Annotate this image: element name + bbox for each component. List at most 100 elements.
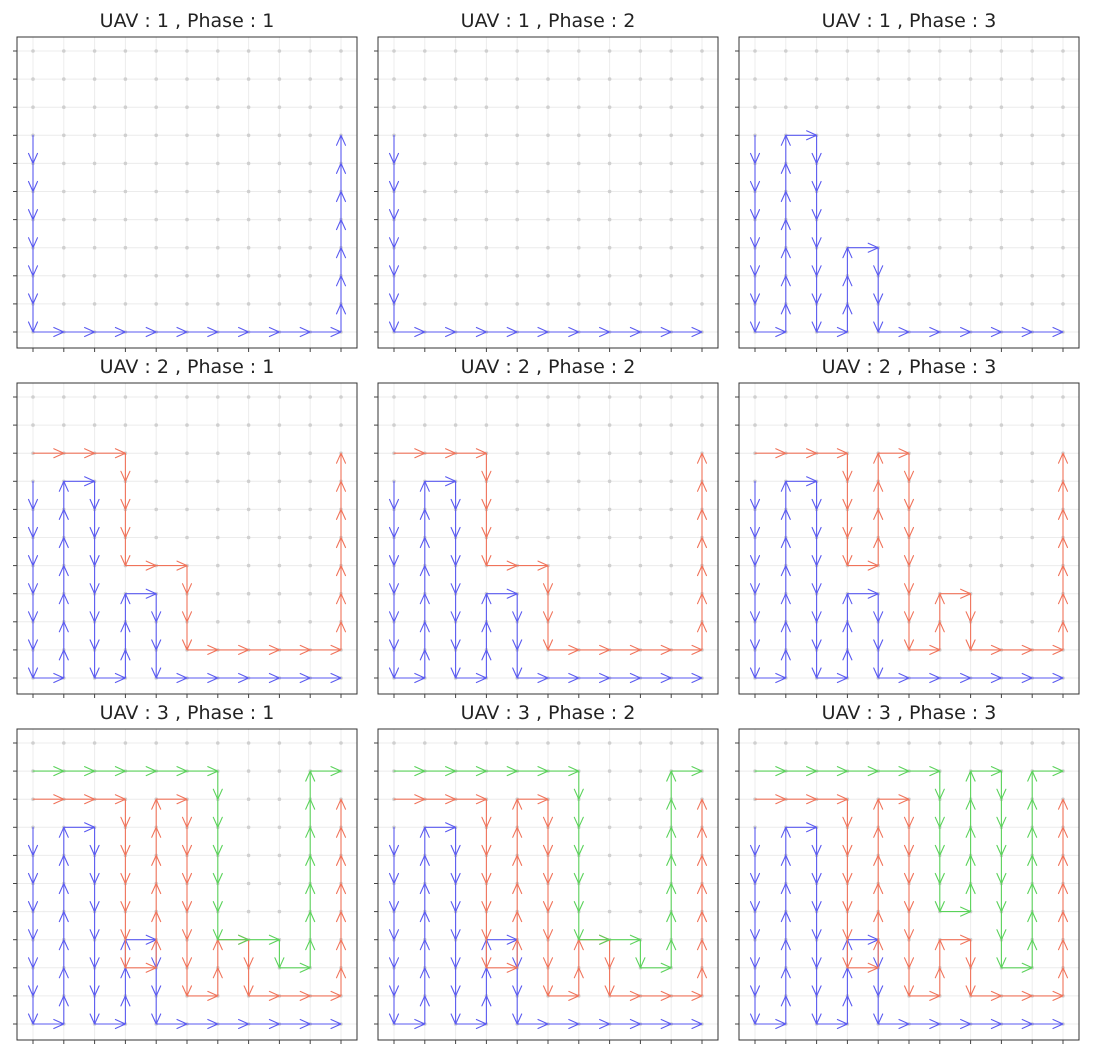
uav1-arrow	[749, 667, 761, 679]
grid-node	[607, 274, 612, 278]
grid-node	[277, 535, 282, 540]
uav1-arrow	[89, 872, 100, 885]
uav1-arrow	[58, 854, 69, 866]
uav3-arrow	[836, 766, 848, 777]
uav2-arrow	[537, 794, 549, 805]
grid-node	[845, 133, 850, 138]
uav2-arrow	[903, 901, 915, 913]
grid-node	[154, 274, 158, 278]
uav1-arrow	[120, 649, 131, 661]
grid-node	[700, 77, 704, 81]
uav1-arrow	[89, 555, 100, 567]
uav1-arrow	[811, 844, 822, 856]
uav1-arrow	[89, 929, 100, 941]
grid-node	[154, 77, 158, 81]
uav1-arrow	[450, 498, 461, 510]
panel-title: UAV : 3 , Phase : 2	[461, 702, 636, 724]
grid-node	[246, 161, 251, 166]
uav3-arrow	[934, 872, 945, 885]
grid-node	[484, 189, 489, 194]
grid-node	[154, 49, 158, 53]
grid-node	[607, 620, 612, 624]
uav1-arrow	[335, 190, 347, 203]
uav1-arrow	[806, 476, 818, 487]
grid-node	[669, 217, 673, 222]
grid-node	[216, 77, 220, 81]
grid-node	[277, 302, 282, 306]
uav2-arrow	[151, 911, 162, 923]
grid-node	[638, 769, 643, 773]
uav2-arrow	[335, 480, 347, 492]
grid-node	[968, 451, 973, 456]
uav1-arrow	[512, 667, 523, 679]
grid-node	[938, 479, 942, 484]
uav3-arrow	[965, 770, 976, 782]
grid-node	[277, 274, 282, 278]
uav1-arrow	[873, 265, 884, 277]
uav1-arrow	[780, 911, 791, 923]
grid-node	[938, 535, 942, 540]
uav1-arrow	[475, 326, 487, 338]
uav1-arrow	[780, 826, 791, 838]
grid-node	[577, 245, 581, 250]
uav2-arrow	[268, 644, 280, 655]
grid-node	[784, 741, 788, 745]
uav2-arrow	[1057, 480, 1069, 492]
grid-node	[154, 741, 158, 745]
grid-node	[577, 77, 581, 81]
grid-node	[607, 563, 612, 568]
uav1-arrow	[691, 672, 703, 684]
grid-node	[423, 161, 427, 166]
grid-node	[753, 105, 757, 109]
uav2-arrow	[243, 957, 254, 969]
uav2-arrow	[842, 555, 853, 567]
grid-node	[62, 217, 66, 222]
grid-node	[845, 217, 850, 222]
uav2-arrow	[330, 990, 342, 1001]
uav1-arrow	[780, 162, 791, 174]
uav2-arrow	[696, 911, 708, 923]
grid-node	[423, 302, 427, 306]
uav2-arrow	[867, 560, 879, 571]
grid-node	[453, 49, 458, 53]
grid-node	[185, 49, 189, 53]
uav3-arrow	[934, 816, 945, 828]
uav3-arrow	[666, 770, 677, 782]
uav1-arrow	[691, 1018, 703, 1030]
grid-node	[968, 189, 973, 194]
grid-node	[515, 302, 519, 306]
grid-node	[546, 535, 550, 540]
grid-node	[515, 741, 519, 745]
uav2-arrow	[842, 957, 853, 969]
grid-node	[700, 395, 704, 399]
uav1-arrow	[27, 872, 39, 885]
uav2-arrow	[934, 621, 945, 633]
grid-node	[246, 217, 251, 222]
grid-node	[1030, 620, 1034, 624]
grid-node	[1030, 302, 1034, 306]
grid-node	[216, 563, 220, 568]
grid-node	[700, 423, 704, 427]
uav1-arrow	[58, 621, 69, 633]
uav3-arrow	[1027, 798, 1038, 810]
grid-node	[92, 217, 97, 222]
uav1-arrow	[445, 326, 457, 338]
uav3-arrow	[965, 882, 976, 895]
uav1-arrow	[299, 1018, 311, 1030]
uav1-arrow	[811, 611, 822, 623]
grid-node	[577, 302, 581, 306]
uav2-arrow	[542, 844, 554, 856]
grid-node	[784, 77, 788, 81]
grid-node	[484, 49, 489, 53]
grid-node	[154, 217, 158, 222]
uav1-arrow	[238, 326, 250, 338]
uav1-arrow	[749, 929, 761, 941]
uav3-arrow	[573, 816, 584, 828]
uav1-arrow	[53, 326, 65, 338]
uav2-arrow	[696, 854, 708, 866]
grid-node	[277, 620, 282, 624]
uav1-arrow	[89, 639, 100, 651]
uav3-arrow	[1027, 939, 1038, 951]
uav1-arrow	[176, 672, 188, 684]
grid-node	[700, 49, 704, 53]
